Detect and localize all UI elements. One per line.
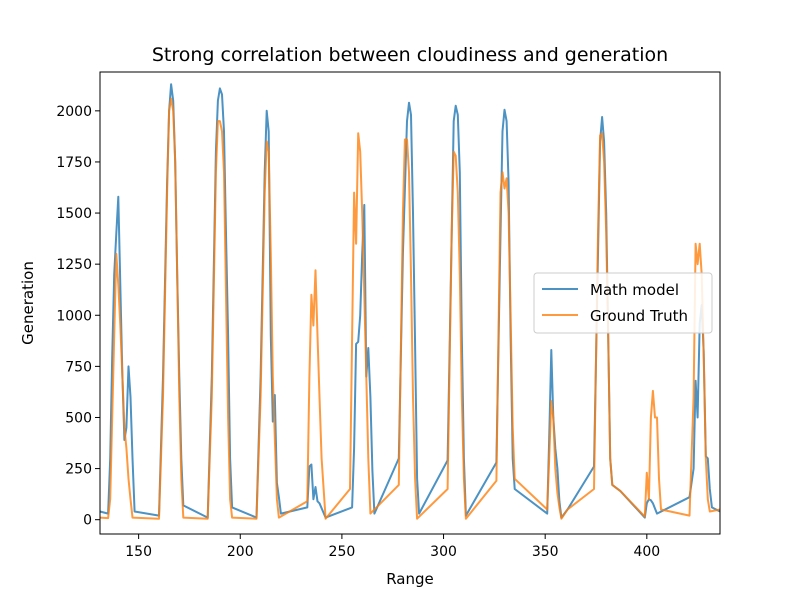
legend: Math model Ground Truth (533, 272, 713, 334)
y-tick-label: 500 (65, 410, 92, 426)
chart-title: Strong correlation between cloudiness an… (152, 44, 668, 66)
x-tick-label: 250 (329, 544, 356, 560)
x-tick-label: 300 (430, 544, 457, 560)
legend-label-ground-truth: Ground Truth (590, 307, 688, 325)
x-tick-label: 150 (125, 544, 152, 560)
y-axis-ticks: 0 250 500 750 1000 1250 1500 1750 2000 (56, 104, 100, 529)
plot-frame (99, 71, 721, 535)
x-tick-label: 200 (227, 544, 254, 560)
x-axis-label: Range (386, 570, 434, 588)
y-tick-label: 1750 (56, 155, 92, 171)
series-lines (99, 83, 721, 520)
y-tick-label: 750 (65, 359, 92, 375)
y-tick-label: 1500 (56, 206, 92, 222)
x-axis-ticks: 150 200 250 300 350 400 (125, 534, 660, 560)
y-axis-label: Generation (19, 261, 37, 345)
legend-label-math-model: Math model (590, 281, 679, 299)
x-tick-label: 350 (532, 544, 559, 560)
series-line-ground-truth (99, 97, 721, 520)
y-tick-label: 1250 (56, 257, 92, 273)
y-tick-label: 2000 (56, 104, 92, 120)
x-tick-label: 400 (633, 544, 660, 560)
y-tick-label: 250 (65, 462, 92, 478)
y-tick-label: 0 (83, 513, 92, 529)
legend-box (533, 272, 713, 334)
y-tick-label: 1000 (56, 308, 92, 324)
